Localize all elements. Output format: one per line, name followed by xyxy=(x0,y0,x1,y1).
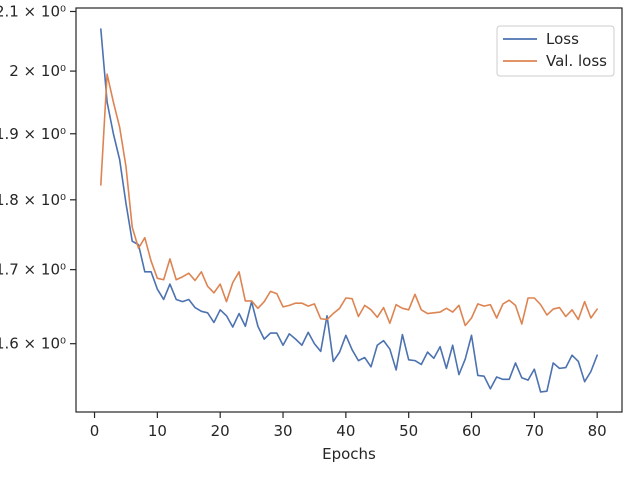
x-axis-title: Epochs xyxy=(322,445,376,463)
y-tick-label: 1.6 × 10⁰ xyxy=(0,335,66,353)
legend-label-loss: Loss xyxy=(546,30,579,48)
y-tick-label: 2 × 10⁰ xyxy=(9,62,66,80)
plot-lines xyxy=(100,28,598,393)
x-tick-label: 70 xyxy=(525,422,544,440)
x-tick-label: 30 xyxy=(273,422,292,440)
x-tick-label: 80 xyxy=(588,422,607,440)
x-tick-label: 10 xyxy=(148,422,167,440)
axes-frame xyxy=(75,7,623,413)
x-tick-label: 0 xyxy=(90,422,100,440)
y-tick-label: 1.7 × 10⁰ xyxy=(0,261,66,279)
series-line-loss xyxy=(100,28,598,393)
series-line-val-loss xyxy=(100,73,598,327)
y-tick-label: 1.9 × 10⁰ xyxy=(0,125,66,143)
x-tick-label: 20 xyxy=(211,422,230,440)
y-tick-label: 2.1 × 10⁰ xyxy=(0,2,66,20)
x-tick-label: 40 xyxy=(336,422,355,440)
y-axis-ticks: 1.6 × 10⁰ 1.7 × 10⁰ 1.8 × 10⁰ 1.9 × 10⁰ 2 × … xyxy=(0,2,76,353)
x-tick-label: 60 xyxy=(462,422,481,440)
x-axis-ticks: 0 10 20 30 40 50 60 70 80 xyxy=(90,412,607,440)
x-tick-label: 50 xyxy=(399,422,418,440)
plot-area-border xyxy=(75,7,623,413)
legend: Loss Val. loss xyxy=(496,25,615,77)
y-tick-label: 1.8 × 10⁰ xyxy=(0,191,66,209)
legend-label-val-loss: Val. loss xyxy=(546,52,607,70)
